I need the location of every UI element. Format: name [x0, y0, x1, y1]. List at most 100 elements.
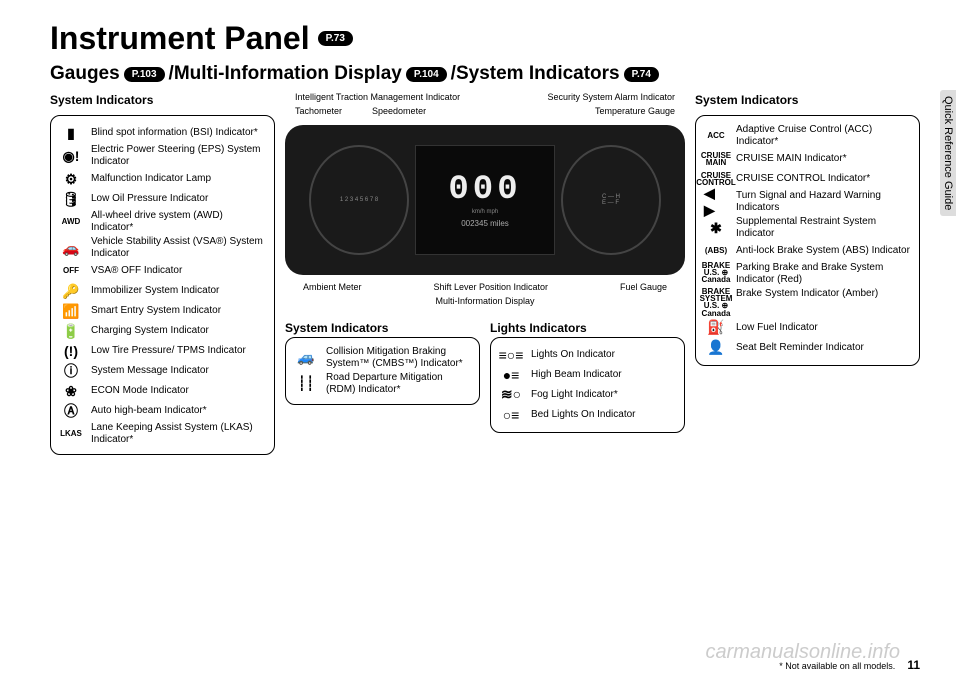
- oil-label: Low Oil Pressure Indicator: [91, 193, 208, 205]
- sub-part-1: /Multi-Information Display: [169, 63, 402, 85]
- immob-label: Immobilizer System Indicator: [91, 285, 219, 297]
- turn-signal-icon: ◀ ▶: [704, 193, 728, 211]
- econ-icon: ❀: [59, 382, 83, 400]
- fog-light-label: Fog Light Indicator*: [531, 389, 618, 401]
- vsa-icon: 🚗: [59, 239, 83, 257]
- immob-icon: 🔑: [59, 282, 83, 300]
- cruise-ctrl-label: CRUISE CONTROL Indicator*: [736, 173, 870, 185]
- callout-ambient: Ambient Meter: [303, 283, 362, 293]
- fog-light-icon: ≋○: [499, 386, 523, 404]
- rdm-label: Road Departure Mitigation (RDM) Indicato…: [326, 372, 471, 396]
- callout-speedo: Speedometer: [372, 107, 426, 117]
- right-box: ACC Adaptive Cruise Control (ACC) Indicat…: [695, 115, 920, 366]
- lkas-icon: LKAS: [59, 425, 83, 443]
- subtitle: Gauges P.103 /Multi-Information Display …: [50, 63, 920, 85]
- odometer: 002345 miles: [461, 219, 509, 228]
- charge-icon: 🔋: [59, 322, 83, 340]
- sub-ref-2: P.74: [624, 67, 659, 82]
- title-ref-pill: P.73: [318, 31, 353, 46]
- abs-icon: (ABS): [704, 242, 728, 260]
- charge-label: Charging System Indicator: [91, 325, 209, 337]
- awd-label: All-wheel drive system (AWD) Indicator*: [91, 210, 266, 234]
- tpms-icon: (!): [59, 342, 83, 360]
- cmbs-label: Collision Mitigation Braking System™ (CM…: [326, 346, 471, 370]
- brake-red-label: Parking Brake and Brake System Indicator…: [736, 262, 911, 286]
- title-text: Instrument Panel: [50, 20, 310, 57]
- high-beam-icon: ●≡: [499, 366, 523, 384]
- auto-highbeam-label: Auto high-beam Indicator*: [91, 405, 207, 417]
- right-box-title: System Indicators: [695, 93, 920, 107]
- acc-label: Adaptive Cruise Control (ACC) Indicator*: [736, 124, 911, 148]
- right-column: System Indicators ACC Adaptive Cruise Con…: [695, 93, 920, 455]
- vsa-off-icon: OFF: [59, 262, 83, 280]
- footer-note: * Not available on all models.: [779, 661, 895, 671]
- eps-icon: ◉!: [59, 147, 83, 165]
- lights-box: ≡○≡ Lights On Indicator ●≡ High Beam Indic…: [490, 337, 685, 433]
- left-column: System Indicators ▮Blind spot informatio…: [50, 93, 275, 455]
- eps-label: Electric Power Steering (EPS) System Ind…: [91, 144, 266, 168]
- smart-entry-icon: 📶: [59, 302, 83, 320]
- seatbelt-icon: 👤: [704, 339, 728, 357]
- center-column: Intelligent Traction Management Indicato…: [285, 93, 685, 455]
- sysmsg-label: System Message Indicator: [91, 365, 209, 377]
- econ-label: ECON Mode Indicator: [91, 385, 189, 397]
- mil-icon: ⚙: [59, 170, 83, 188]
- srs-label: Supplemental Restraint System Indicator: [736, 216, 911, 240]
- callout-shift: Shift Lever Position Indicator: [433, 283, 548, 293]
- bed-lights-label: Bed Lights On Indicator: [531, 409, 636, 421]
- left-box-title: System Indicators: [50, 93, 275, 107]
- low-fuel-icon: ⛽: [704, 319, 728, 337]
- fuel-temp-dial: C — HE — F: [561, 145, 661, 255]
- center-display: 000 km/h mph 002345 miles: [415, 145, 555, 255]
- callout-temp: Temperature Gauge: [595, 107, 675, 117]
- high-beam-label: High Beam Indicator: [531, 369, 622, 381]
- brake-red-icon: BRAKE U.S. ⊕ Canada: [704, 262, 728, 284]
- lights-title: Lights Indicators: [490, 321, 685, 335]
- sub-ref-1: P.104: [406, 67, 447, 82]
- turn-signal-label: Turn Signal and Hazard Warning Indicator…: [736, 190, 911, 214]
- page-title: Instrument Panel P.73: [50, 20, 353, 57]
- brake-amber-icon: BRAKE SYSTEM U.S. ⊕ Canada: [704, 288, 728, 317]
- acc-icon: ACC: [704, 127, 728, 145]
- smart-entry-label: Smart Entry System Indicator: [91, 305, 221, 317]
- mil-label: Malfunction Indicator Lamp: [91, 173, 211, 185]
- left-box: ▮Blind spot information (BSI) Indicator*…: [50, 115, 275, 455]
- cruise-main-icon: CRUISE MAIN: [704, 150, 728, 168]
- sub-ref-0: P.103: [124, 67, 165, 82]
- callout-security: Security System Alarm Indicator: [547, 93, 675, 103]
- callout-mid: Multi-Information Display: [435, 297, 534, 307]
- page-content: Instrument Panel P.73 Gauges P.103 /Mult…: [0, 0, 960, 465]
- center-sys-title: System Indicators: [285, 321, 480, 335]
- callout-itm: Intelligent Traction Management Indicato…: [295, 93, 460, 103]
- cmbs-icon: 🚙: [294, 349, 318, 367]
- seatbelt-label: Seat Belt Reminder Indicator: [736, 342, 864, 354]
- callout-tach: Tachometer: [295, 107, 342, 117]
- center-sys-box: 🚙 Collision Mitigation Braking System™ (C…: [285, 337, 480, 405]
- speed-readout: 000: [448, 171, 521, 209]
- vsa-label: Vehicle Stability Assist (VSA®) System I…: [91, 236, 266, 260]
- cruise-main-label: CRUISE MAIN Indicator*: [736, 153, 847, 165]
- sysmsg-icon: ⓘ: [59, 362, 83, 380]
- bed-lights-icon: ○≡: [499, 406, 523, 424]
- awd-icon: AWD: [59, 213, 83, 231]
- sub-part-2: /System Indicators: [451, 63, 620, 85]
- lights-on-label: Lights On Indicator: [531, 349, 615, 361]
- sub-part-0: Gauges: [50, 63, 120, 85]
- lights-on-icon: ≡○≡: [499, 346, 523, 364]
- lkas-label: Lane Keeping Assist System (LKAS) Indica…: [91, 422, 266, 446]
- callout-fuel: Fuel Gauge: [620, 283, 667, 293]
- speed-units: km/h mph: [472, 209, 498, 215]
- rdm-icon: ┊┊: [294, 375, 318, 393]
- low-fuel-label: Low Fuel Indicator: [736, 322, 818, 334]
- vsa-off-label: VSA® OFF Indicator: [91, 265, 182, 277]
- abs-label: Anti-lock Brake System (ABS) Indicator: [736, 245, 910, 257]
- brake-amber-label: Brake System Indicator (Amber): [736, 288, 878, 300]
- footer: * Not available on all models. 11: [779, 658, 920, 672]
- oil-icon: 🛢: [59, 190, 83, 208]
- side-tab: Quick Reference Guide: [940, 90, 956, 216]
- srs-icon: ✱: [704, 219, 728, 237]
- tpms-label: Low Tire Pressure/ TPMS Indicator: [91, 345, 246, 357]
- bsi-icon: ▮: [59, 124, 83, 142]
- instrument-cluster: 1 2 3 4 5 6 7 8 000 km/h mph 002345 mile…: [285, 125, 685, 275]
- auto-highbeam-icon: Ⓐ: [59, 402, 83, 420]
